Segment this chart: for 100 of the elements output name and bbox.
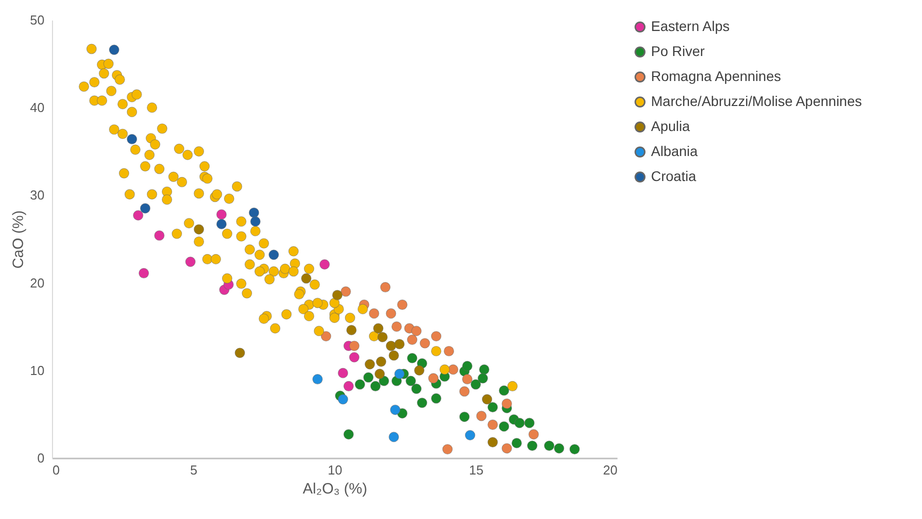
point (479, 364, 490, 375)
point (343, 429, 354, 440)
x-axis-title: Al₂O₃ (%) (302, 480, 368, 498)
point (420, 338, 430, 348)
point (442, 444, 453, 454)
legend-label: Apulia (651, 118, 690, 134)
point (406, 376, 416, 386)
y-tick-label: 10 (30, 362, 44, 378)
point (380, 282, 391, 292)
point (386, 308, 396, 319)
point (377, 332, 388, 342)
point (554, 443, 564, 454)
x-tick-label: 0 (52, 462, 60, 478)
point (338, 368, 348, 378)
point (154, 230, 165, 241)
legend-label: Romagna Apennines (651, 68, 781, 84)
point (470, 379, 481, 390)
point (343, 381, 354, 392)
legend-label: Marche/Abruzzi/Molise Apennines (651, 93, 862, 109)
point (512, 438, 522, 448)
point (528, 429, 539, 440)
y-tick-label: 0 (37, 450, 44, 466)
point (320, 331, 332, 342)
point (498, 385, 510, 396)
point (312, 374, 323, 384)
point (407, 352, 418, 364)
point (126, 134, 138, 144)
point (444, 346, 454, 356)
point (354, 379, 366, 390)
point (390, 404, 400, 415)
point (488, 437, 498, 448)
x-tick-label: 5 (190, 462, 198, 478)
point (514, 418, 525, 428)
point (368, 308, 380, 319)
point (234, 348, 246, 358)
point (448, 364, 458, 375)
point (248, 208, 260, 218)
point (394, 368, 405, 380)
point (374, 368, 385, 380)
point (478, 373, 488, 384)
point (524, 418, 535, 428)
point (476, 410, 487, 422)
point (482, 394, 492, 404)
x-tick-label: 10 (328, 462, 342, 478)
point (338, 394, 348, 404)
point (376, 356, 386, 367)
y-tick-label: 20 (30, 275, 44, 290)
point (407, 334, 418, 345)
point (301, 273, 312, 284)
point (416, 398, 428, 408)
point (527, 440, 538, 451)
point (386, 340, 396, 352)
legend-label: Albania (651, 143, 698, 159)
point (502, 443, 512, 454)
point (431, 331, 442, 342)
y-axis-title: CaO (%) (10, 210, 28, 269)
point (319, 259, 330, 270)
point (569, 444, 580, 454)
y-tick-label: 40 (30, 100, 44, 116)
point (138, 268, 149, 278)
point (363, 372, 374, 383)
point (346, 324, 357, 336)
point (462, 360, 472, 372)
point (459, 386, 470, 397)
x-tick-label: 20 (603, 462, 618, 478)
point (428, 373, 439, 384)
point (349, 340, 360, 352)
point (394, 338, 405, 350)
point (370, 381, 381, 392)
point (194, 224, 204, 235)
x-tick-label: 15 (469, 462, 484, 478)
y-tick-label: 50 (30, 12, 44, 28)
point (488, 420, 498, 430)
legend-label: Eastern Alps (651, 18, 730, 34)
point (488, 402, 498, 412)
point (498, 421, 510, 432)
point (373, 323, 384, 334)
point (364, 359, 375, 370)
point (185, 256, 196, 267)
point (544, 440, 554, 451)
point (108, 44, 120, 55)
point (140, 203, 150, 214)
point (216, 218, 227, 230)
point (411, 384, 422, 394)
point (502, 398, 512, 409)
point (414, 365, 424, 376)
legend-label: Croatia (651, 168, 696, 184)
y-tick-label: 30 (30, 188, 44, 203)
point (216, 209, 227, 220)
point (388, 432, 399, 442)
point (132, 210, 144, 221)
point (397, 300, 408, 310)
point (268, 250, 279, 260)
point (459, 412, 470, 422)
point (411, 326, 422, 336)
point (462, 374, 472, 384)
point (431, 393, 442, 404)
point (332, 290, 342, 300)
point (340, 286, 351, 297)
point (388, 350, 399, 361)
